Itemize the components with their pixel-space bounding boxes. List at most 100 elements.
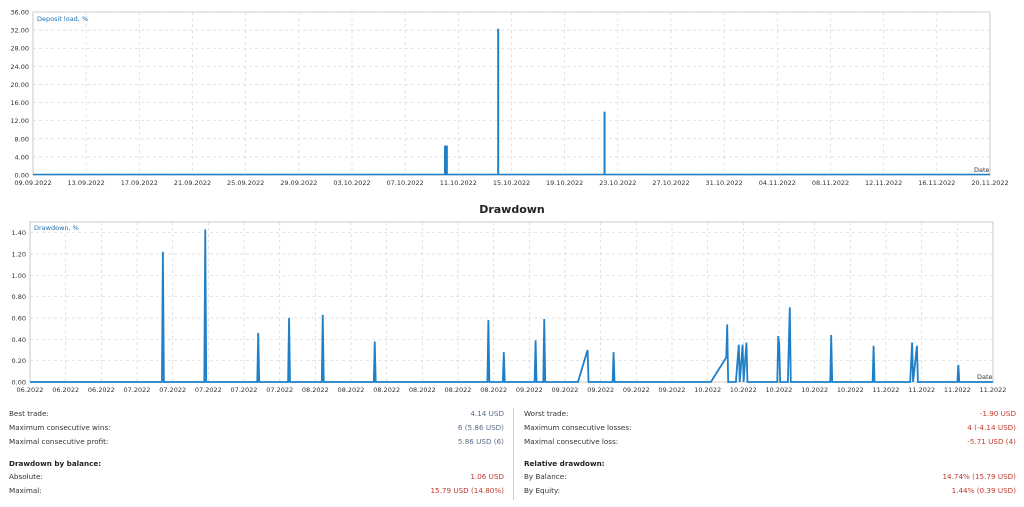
stat-row: By Equity: 1.44% (0.39 USD) [524, 485, 1016, 497]
drawdown-frame [29, 221, 994, 383]
y-tick-label: 1.00 [12, 272, 26, 280]
y-tick-label: 8.00 [15, 135, 29, 143]
y-tick-label: 0.40 [12, 336, 26, 344]
x-tick-label: 11.10.2022 [440, 179, 477, 187]
x-tick-label: 07.2022 [231, 386, 258, 394]
x-tick-label: 09.2022 [659, 386, 686, 394]
stat-value: 4.14 USD [470, 409, 504, 418]
x-tick-label: 21.09.2022 [174, 179, 211, 187]
stat-row: Maximal consecutive profit: 5.86 USD (6) [9, 436, 504, 448]
x-tick-label: 10.2022 [694, 386, 721, 394]
y-tick-label: 20.00 [10, 81, 29, 89]
drawdown-y-label: Drawdown, % [34, 224, 79, 232]
x-tick-label: 09.2022 [552, 386, 579, 394]
stat-row: Maximal: 15.79 USD (14.80%) [9, 485, 504, 497]
y-tick-label: 1.40 [12, 229, 26, 237]
x-tick-label: 27.10.2022 [652, 179, 689, 187]
stat-row: Best trade: 4.14 USD [9, 408, 504, 420]
x-tick-label: 11.2022 [944, 386, 971, 394]
x-tick-label: 07.2022 [266, 386, 293, 394]
y-tick-label: 1.20 [12, 251, 26, 259]
stat-value: 14.74% (15.79 USD) [942, 472, 1016, 481]
drawdown-series [30, 229, 993, 383]
x-tick-label: 11.2022 [980, 386, 1007, 394]
deposit-load-x-ticks: 09.09.2022 13.09.2022 17.09.2022 21.09.2022… [14, 179, 1008, 187]
stat-value: 4 (-4.14 USD) [967, 423, 1016, 432]
x-tick-label: 06.2022 [88, 386, 115, 394]
drawdown-y-ticks: 0.00 0.20 0.40 0.60 0.80 1.00 1.20 1.40 [12, 229, 26, 386]
y-tick-label: 0.00 [12, 379, 26, 387]
x-tick-label: 19.10.2022 [546, 179, 583, 187]
stat-row: Maximum consecutive losses: 4 (-4.14 USD… [524, 422, 1016, 434]
stat-value: 6 (5.86 USD) [457, 423, 504, 432]
stats-divider [513, 408, 514, 500]
x-tick-label: 09.2022 [623, 386, 650, 394]
stat-label: Maximal consecutive profit: [9, 437, 109, 446]
drawdown-chart: Drawdown 0.00 0.20 0.40 0.60 0.80 1.00 1.20 1.4… [12, 203, 1007, 394]
stat-row: By Balance: 14.74% (15.79 USD) [524, 471, 1016, 483]
x-tick-label: 10.2022 [837, 386, 864, 394]
deposit-load-y-ticks: 0.00 4.00 8.00 12.00 16.00 20.00 24.00 28.00 32.… [10, 9, 29, 180]
deposit-load-series [33, 28, 990, 176]
x-tick-label: 03.10.2022 [333, 179, 370, 187]
stat-label: Best trade: [9, 409, 49, 418]
x-tick-label: 29.09.2022 [280, 179, 317, 187]
x-tick-label: 06.2022 [52, 386, 79, 394]
x-tick-label: 12.11.2022 [865, 179, 902, 187]
stat-row: Worst trade: -1.90 USD [524, 408, 1016, 420]
y-tick-label: 0.00 [15, 172, 29, 180]
y-tick-label: 16.00 [10, 99, 29, 107]
x-tick-label: 23.10.2022 [599, 179, 636, 187]
x-tick-label: 13.09.2022 [68, 179, 105, 187]
drawdown-line [30, 229, 993, 383]
x-tick-label: 25.09.2022 [227, 179, 264, 187]
stat-value: 1.06 USD [470, 472, 504, 481]
deposit-load-chart: 0.00 4.00 8.00 12.00 16.00 20.00 24.00 28.00 32.… [10, 9, 1008, 188]
stat-value: 5.86 USD (6) [457, 437, 504, 446]
x-tick-label: 15.10.2022 [493, 179, 530, 187]
x-tick-label: 06.2022 [17, 386, 44, 394]
x-tick-label: 11.2022 [908, 386, 935, 394]
y-tick-label: 24.00 [10, 63, 29, 71]
x-tick-label: 09.09.2022 [14, 179, 51, 187]
x-tick-label: 17.09.2022 [121, 179, 158, 187]
stats-panel: Best trade: 4.14 USD Maximum consecutive… [0, 406, 1024, 506]
y-tick-label: 12.00 [10, 117, 29, 125]
x-tick-label: 08.2022 [480, 386, 507, 394]
x-tick-label: 11.2022 [873, 386, 900, 394]
y-tick-label: 28.00 [10, 45, 29, 53]
x-tick-label: 31.10.2022 [706, 179, 743, 187]
y-tick-label: 36.00 [10, 9, 29, 17]
stat-value: -1.90 USD [979, 409, 1016, 418]
stat-value: 1.44% (0.39 USD) [951, 486, 1016, 495]
drawdown-x-ticks: 06.2022 06.2022 06.2022 07.2022 07.2022 07.20… [17, 386, 1007, 394]
x-tick-label: 07.2022 [124, 386, 151, 394]
deposit-load-x-label: Date [974, 166, 990, 174]
x-tick-label: 20.11.2022 [971, 179, 1008, 187]
x-tick-label: 08.2022 [338, 386, 365, 394]
y-tick-label: 32.00 [10, 27, 29, 35]
charts-canvas: 0.00 4.00 8.00 12.00 16.00 20.00 24.00 28.00 32.… [10, 9, 1008, 395]
stat-row: Maximum consecutive wins: 6 (5.86 USD) [9, 422, 504, 434]
x-tick-label: 10.2022 [766, 386, 793, 394]
stat-row: Maximal consecutive loss: -5.71 USD (4) [524, 436, 1016, 448]
deposit-load-frame [32, 11, 991, 176]
stat-label: Worst trade: [524, 409, 569, 418]
x-tick-label: 08.2022 [445, 386, 472, 394]
x-tick-label: 10.2022 [730, 386, 757, 394]
stat-row: Absolute: 1.06 USD [9, 471, 504, 483]
stat-value: 15.79 USD (14.80%) [430, 486, 504, 495]
section-title-text: Relative drawdown: [524, 459, 605, 468]
stat-value: -5.71 USD (4) [967, 437, 1016, 446]
y-tick-label: 0.80 [12, 293, 26, 301]
y-tick-label: 0.60 [12, 315, 26, 323]
stat-label: Maximal: [9, 486, 42, 495]
stat-label: Maximal consecutive loss: [524, 437, 619, 446]
x-tick-label: 08.11.2022 [812, 179, 849, 187]
x-tick-label: 09.2022 [516, 386, 543, 394]
x-tick-label: 09.2022 [587, 386, 614, 394]
stat-label: By Equity: [524, 486, 561, 495]
stat-label: By Balance: [524, 472, 567, 481]
x-tick-label: 04.11.2022 [759, 179, 796, 187]
y-tick-label: 4.00 [15, 153, 29, 161]
